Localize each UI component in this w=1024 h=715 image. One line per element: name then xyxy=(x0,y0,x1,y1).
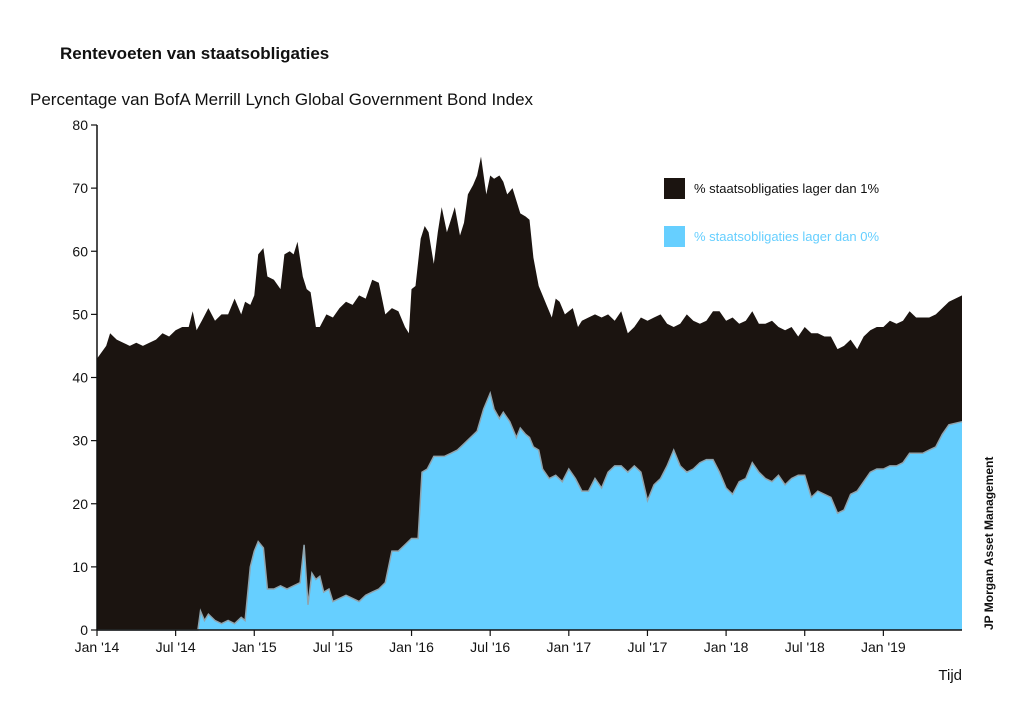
y-tick-label: 70 xyxy=(72,180,88,196)
source-label: JP Morgan Asset Management xyxy=(982,457,996,630)
chart-ticks: 0 10 20 30 40 50 60 70 80 Jan '14 Jul '14 Jan '15 Ju… xyxy=(72,117,906,655)
x-tick-label: Jan '18 xyxy=(704,639,749,655)
chart-subtitle: Percentage van BofA Merrill Lynch Global… xyxy=(30,90,534,109)
series-edge-2 xyxy=(97,390,963,631)
y-tick-label: 0 xyxy=(80,622,88,638)
x-tick-label: Jan '14 xyxy=(75,639,120,655)
y-tick-label: 30 xyxy=(72,433,88,449)
legend-swatch-1 xyxy=(664,178,685,199)
legend-swatch-2 xyxy=(664,226,685,247)
legend-label-1: % staatsobligaties lager dan 1% xyxy=(694,181,879,196)
y-tick-label: 20 xyxy=(72,496,88,512)
x-tick-label: Jul '16 xyxy=(470,639,510,655)
x-axis-label: Tijd xyxy=(938,667,962,684)
chart-title: Rentevoeten van staatsobligaties xyxy=(60,44,330,63)
chart-areas xyxy=(97,156,963,631)
y-tick-label: 80 xyxy=(72,117,88,133)
x-tick-label: Jan '19 xyxy=(861,639,906,655)
x-tick-label: Jul '18 xyxy=(785,639,825,655)
x-tick-label: Jan '16 xyxy=(389,639,434,655)
x-tick-label: Jul '14 xyxy=(156,639,196,655)
x-tick-label: Jul '15 xyxy=(313,639,353,655)
y-tick-label: 10 xyxy=(72,559,88,575)
x-tick-label: Jul '17 xyxy=(627,639,667,655)
series-area-2 xyxy=(97,393,962,630)
x-tick-label: Jan '15 xyxy=(232,639,277,655)
y-tick-label: 40 xyxy=(72,370,88,386)
chart-legend: % staatsobligaties lager dan 1% % staatso… xyxy=(664,178,879,247)
y-tick-label: 60 xyxy=(72,243,88,259)
y-tick-label: 50 xyxy=(72,306,88,322)
x-tick-label: Jan '17 xyxy=(546,639,591,655)
legend-label-2: % staatsobligaties lager dan 0% xyxy=(694,229,879,244)
